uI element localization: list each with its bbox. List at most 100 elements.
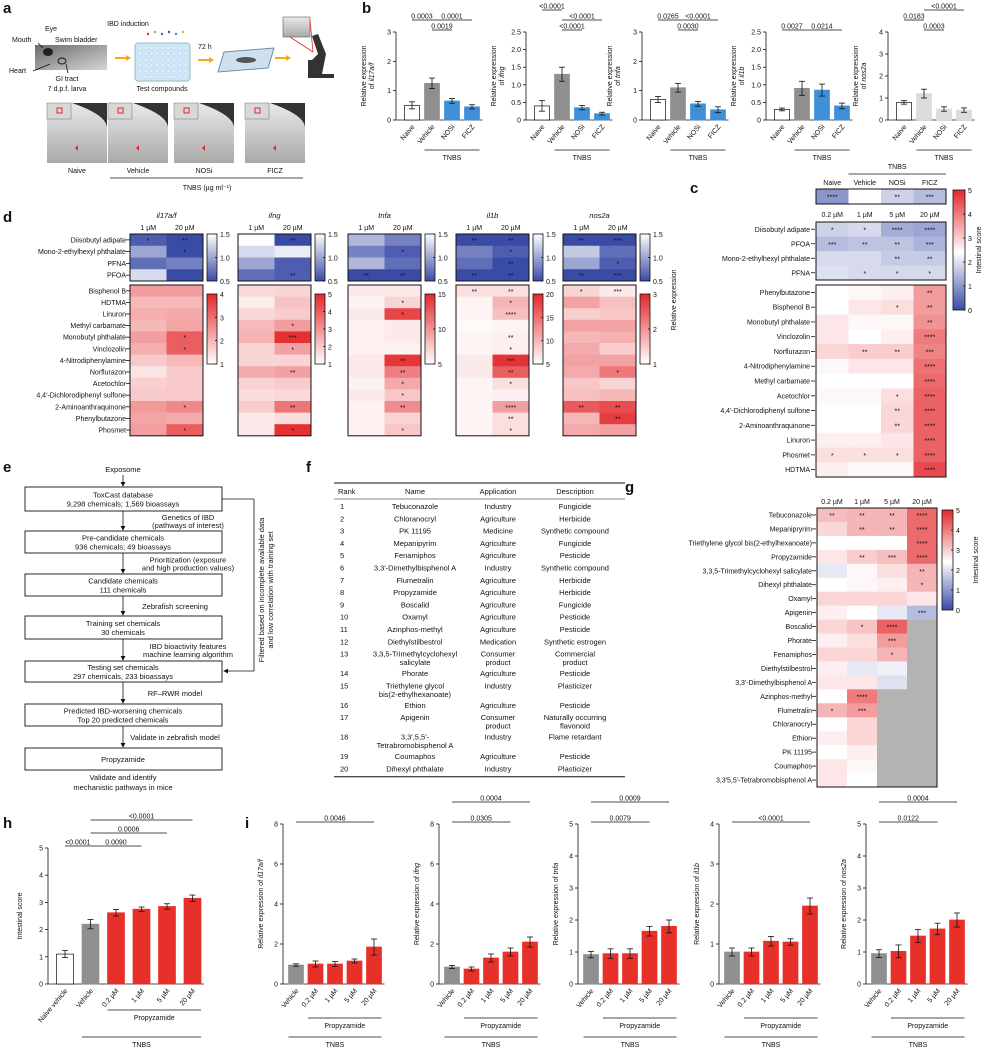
row-label: Vinclozolin — [93, 346, 126, 353]
heatmap-cell — [563, 331, 600, 344]
heatmap-cell — [817, 633, 848, 648]
p-value-label: 0.0004 — [480, 796, 502, 803]
name-cell: bis(2-ethylhexanoate) — [379, 690, 452, 699]
gene-title: il17a/f — [156, 211, 177, 220]
row-label: Apigenin — [785, 610, 812, 617]
heatmap-cell — [384, 245, 422, 258]
heatmap-cell — [913, 265, 947, 281]
panel-label-i: i — [245, 815, 249, 832]
table-row: 20 Dihexyl phthalate Industry Plasticizer — [340, 765, 593, 774]
heatmap-cell — [877, 549, 908, 565]
heatmap-cell — [384, 401, 422, 413]
heatmap-cell — [817, 689, 848, 704]
column-header: Naive — [823, 180, 841, 187]
row-label: Phosmet — [98, 428, 126, 435]
bar — [444, 100, 460, 121]
significance-stars: ** — [400, 273, 406, 280]
heatmap-cell — [348, 269, 385, 282]
application-cell: Consumer — [481, 650, 516, 659]
application-cell: Industry — [485, 502, 512, 511]
significance-stars: ** — [895, 195, 901, 202]
application-cell: product — [485, 722, 511, 731]
heatmap-cell — [848, 373, 882, 389]
row-label: Acetochlor — [777, 393, 811, 400]
significance-stars: **** — [892, 227, 903, 234]
table-row: 14 Phorate Agriculture Pesticide — [340, 669, 590, 678]
heatmap-cell — [881, 462, 914, 478]
significance-stars: * — [401, 428, 404, 435]
x-tick-label: 1 µM — [619, 988, 635, 1005]
red-arrowhead-icon — [75, 145, 78, 151]
heatmap-cell — [881, 358, 914, 374]
heatmap-cell — [563, 377, 600, 390]
heatmap-cell — [384, 412, 422, 425]
heatmap-cell — [563, 366, 600, 379]
larva-gut-image — [244, 102, 305, 163]
significance-stars: ** — [400, 370, 406, 377]
row-label: Mono-2-ethylhexyl phthalate — [722, 256, 810, 263]
description-cell: flavonoid — [560, 722, 590, 731]
well — [149, 75, 154, 79]
rank-cell: 9 — [340, 600, 344, 609]
well — [155, 57, 159, 62]
colorbar-label: Relative expression — [671, 269, 678, 330]
heatmap-cell — [563, 245, 600, 258]
application-cell: Agriculture — [480, 752, 516, 761]
significance-stars: **** — [924, 438, 935, 445]
well — [183, 75, 188, 79]
table-header: Name — [405, 487, 425, 496]
application-cell: Consumer — [481, 713, 516, 722]
heatmap-cell — [456, 401, 493, 413]
significance-stars: ** — [859, 555, 865, 562]
flow-step-label: Genetics of IBD — [162, 513, 215, 522]
x-tick-label: 0.2 µM — [884, 988, 903, 1009]
name-cell: Oxamyl — [402, 613, 428, 622]
heatmap-cell — [563, 412, 600, 425]
bar — [132, 908, 151, 985]
row-label: 2-Aminoanthraquinone — [55, 404, 126, 411]
heatmap-cell — [877, 647, 908, 662]
x-tick-label: FICZ — [831, 123, 847, 140]
well — [178, 57, 182, 62]
y-tick-label: 4 — [710, 822, 714, 829]
line — [309, 19, 314, 53]
gene-title: nos2a — [589, 211, 609, 220]
column-header: 20 µM — [912, 499, 932, 506]
heatmap-cell — [599, 269, 637, 282]
red-arrowhead-icon — [136, 145, 139, 151]
y-tick-label: 6 — [430, 862, 434, 869]
heatmap-cell — [238, 424, 275, 437]
heatmap-cell — [384, 389, 422, 402]
heatmap-cell — [599, 354, 637, 367]
heatmap-cell — [847, 773, 878, 788]
name-cell: Apigenin — [400, 713, 429, 722]
row-label: 3,3′-Dimethylbisphenol A — [735, 680, 812, 687]
heatmap-cell — [847, 619, 878, 634]
row-label: 4,4′-Dichlorodiphenyl sulfone — [720, 408, 810, 415]
flow-box-text: Candidate chemicals — [88, 577, 158, 586]
heatmap-cell — [238, 343, 275, 355]
colorbar-tick-label: 0.5 — [220, 279, 230, 286]
heatmap-cell — [456, 331, 493, 344]
y-tick-label: 1.5 — [751, 65, 761, 72]
heatmap-cell — [166, 331, 204, 344]
y-axis-label-prefix: of — [499, 78, 506, 86]
compound-dot — [153, 30, 157, 34]
well — [138, 75, 142, 79]
significance-stars: * — [401, 250, 404, 257]
row-label: PFNA — [107, 261, 126, 268]
row-label: Norflurazon — [90, 370, 126, 377]
heatmap-border — [815, 221, 947, 281]
heatmap-cell — [166, 412, 204, 425]
x-tick-label: 20 µM — [656, 988, 674, 1008]
heatmap-cell — [817, 675, 848, 690]
row-label: Flumetralin — [777, 708, 812, 715]
flow-step-label: and high production values) — [142, 564, 235, 573]
well — [155, 63, 159, 68]
row-label: Mepanipryrim — [770, 526, 813, 533]
flow-box-text: Propyzamide — [101, 755, 145, 764]
row-label: PK 11195 — [782, 750, 812, 757]
y-tick-label: 1 — [569, 950, 573, 957]
heatmap-cell — [166, 424, 204, 437]
